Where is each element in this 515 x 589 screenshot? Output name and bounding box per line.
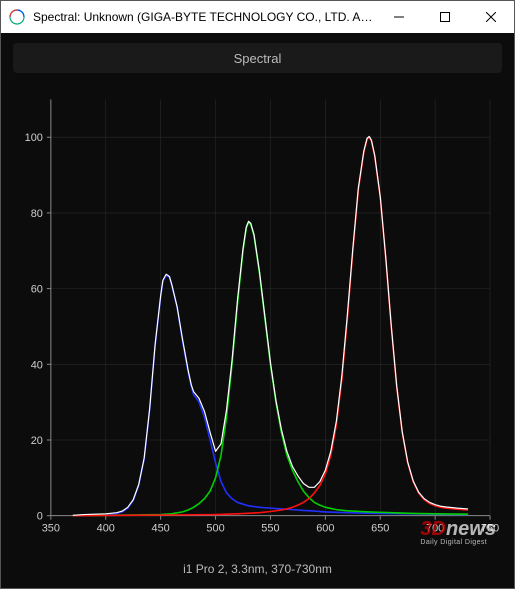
close-button[interactable]: [468, 1, 514, 33]
svg-text:20: 20: [31, 435, 43, 447]
svg-text:500: 500: [206, 523, 224, 535]
svg-text:0: 0: [37, 511, 43, 523]
svg-text:550: 550: [261, 523, 279, 535]
svg-text:400: 400: [97, 523, 115, 535]
app-window: Spectral: Unknown (GIGA-BYTE TECHNOLOGY …: [0, 0, 515, 589]
device-caption: i1 Pro 2, 3.3nm, 370-730nm: [13, 554, 502, 580]
svg-text:450: 450: [152, 523, 170, 535]
maximize-button[interactable]: [422, 1, 468, 33]
svg-text:100: 100: [25, 132, 43, 144]
minimize-button[interactable]: [376, 1, 422, 33]
svg-text:350: 350: [42, 523, 60, 535]
client-area: Spectral 3504004505005506006507007500204…: [1, 33, 514, 588]
svg-text:650: 650: [371, 523, 389, 535]
title-bar[interactable]: Spectral: Unknown (GIGA-BYTE TECHNOLOGY …: [1, 1, 514, 33]
window-title: Spectral: Unknown (GIGA-BYTE TECHNOLOGY …: [33, 10, 376, 24]
spectral-chart: 350400450500550600650700750020406080100: [13, 79, 502, 554]
tab-label: Spectral: [234, 51, 282, 66]
app-icon: [9, 9, 25, 25]
svg-text:600: 600: [316, 523, 334, 535]
svg-text:80: 80: [31, 208, 43, 220]
svg-text:40: 40: [31, 359, 43, 371]
svg-text:60: 60: [31, 284, 43, 296]
tab-spectral[interactable]: Spectral: [13, 43, 502, 73]
watermark-logo: 3Dnews Daily Digital Digest: [420, 519, 496, 546]
